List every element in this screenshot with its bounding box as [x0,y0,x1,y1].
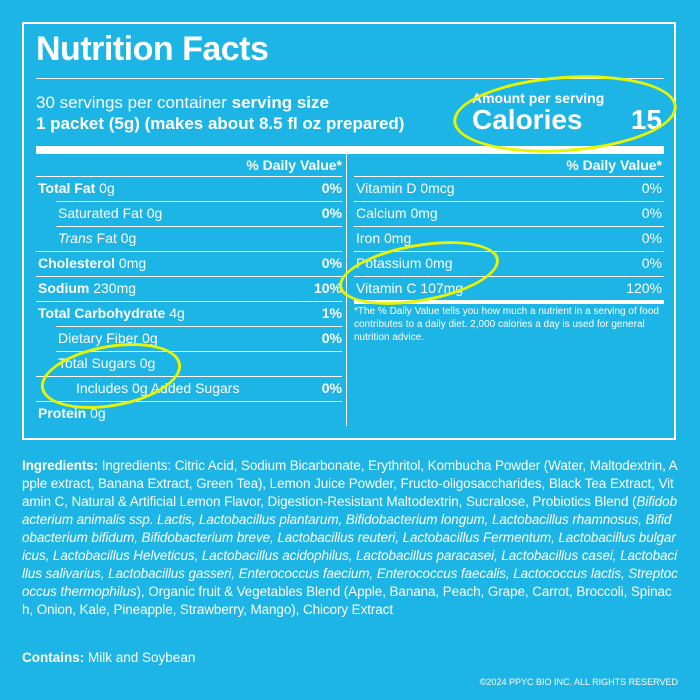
daily-value-header-left: % Daily Value* [246,157,342,173]
nutrient-pct: 120% [626,280,662,296]
nutrient-amount: 0g [95,180,115,196]
nutrient-name: Total Carbohydrate [38,305,166,321]
row-divider [36,251,342,252]
nutrient-pct: 0% [641,205,662,221]
row-divider [36,401,342,402]
row-divider [56,326,342,327]
row-divider [354,201,664,202]
nutrient-amount: 230mg [89,280,137,296]
nutrient-row: Sodium 230mg 10% [38,276,342,300]
nutrient-row: Dietary Fiber 0g 0% [58,326,342,350]
nutrient-pct: 1% [321,305,342,321]
serving-info: 30 servings per container serving size 1… [36,92,404,134]
nutrient-name: Total Fat [38,180,96,196]
panel-title: Nutrition Facts [36,30,269,68]
nutrient-pct: 0% [321,255,342,271]
column-divider [346,154,347,426]
nutrient-amount: 0g [135,355,156,371]
nutrient-amount: 0mg [115,255,147,271]
nutrient-name: Vitamin C 107mg [356,280,464,296]
nutrient-pct: 0% [321,330,342,346]
row-divider [354,226,664,227]
nutrient-amount: 0g [138,330,158,346]
probiotics-list: Bifidobacterium animalis ssp. Lactis, La… [22,494,678,599]
footnote: *The % Daily Value tells you how much a … [354,306,659,343]
nutrient-name: Saturated Fat [58,205,143,221]
nutrient-pct: 0% [641,255,662,271]
row-divider [36,176,342,177]
nutrient-pct: 0% [321,180,342,196]
row-divider [56,226,342,227]
row-divider [56,201,342,202]
nutrient-row: Vitamin C 107mg 120% [356,276,662,300]
row-divider [354,276,664,277]
nutrient-name: Cholesterol [38,255,116,271]
nutrient-pct: 10% [313,280,342,296]
serving-size-value: 1 packet (5g) (makes about 8.5 fl oz pre… [36,114,405,133]
nutrient-row: Iron 0mg 0% [356,226,662,250]
ingredients-tail: ), Organic fruit & Vegetables Blend (App… [22,584,672,617]
contains-label: Contains: [22,650,85,665]
thick-divider [354,300,664,304]
calories-label: Calories [472,104,583,135]
nutrition-panel [22,22,676,440]
thick-divider [36,146,664,154]
nutrient-row: Total Sugars 0g [58,351,342,375]
nutrient-row: Total Carbohydrate 4g 1% [38,301,342,325]
row-divider [36,301,342,302]
nutrient-name: Trans [58,230,93,246]
nutrient-name: Dietary Fiber [58,330,139,346]
nutrient-pct: 0% [321,380,342,396]
nutrient-row: Trans Fat 0g [58,226,342,250]
nutrient-pct: 0% [641,230,662,246]
nutrient-name: Iron 0mg [356,230,412,246]
nutrient-pct: 0% [321,205,342,221]
nutrient-amount: 0g [142,205,163,221]
calories-value: 15 [630,104,662,135]
nutrient-row: Calcium 0mg 0% [356,201,662,225]
divider [36,78,664,79]
nutrient-name: Sodium [38,280,90,296]
row-divider [354,176,664,177]
nutrient-row: Vitamin D 0mcg 0% [356,176,662,200]
serving-size-label: serving size [231,93,329,112]
nutrient-amount: Fat 0g [92,230,137,246]
nutrient-row: Saturated Fat 0g 0% [58,201,342,225]
ingredients: Ingredients: Ingredients: Citric Acid, S… [22,457,678,619]
nutrient-name: Total Sugars [58,355,136,371]
nutrient-amount: 0g [86,405,106,421]
nutrient-name: Calcium 0mg [356,205,438,221]
nutrient-name: Vitamin D 0mcg [356,180,455,196]
row-divider [36,376,342,377]
nutrient-row: Cholesterol 0mg 0% [38,251,342,275]
ingredients-text: Ingredients: Citric Acid, Sodium Bicarbo… [22,458,678,509]
nutrient-name: Includes 0g Added Sugars [76,380,240,396]
contains: Contains: Milk and Soybean [22,650,195,665]
daily-value-header-right: % Daily Value* [566,157,662,173]
ingredients-label: Ingredients: [22,458,99,473]
nutrient-pct: 0% [641,180,662,196]
row-divider [354,251,664,252]
row-divider [56,351,342,352]
nutrient-row: Includes 0g Added Sugars 0% [76,376,342,400]
servings-per-container: 30 servings per container [36,93,227,112]
row-divider [36,276,342,277]
nutrient-name: Protein [38,405,87,421]
nutrient-amount: 4g [165,305,185,321]
amount-per-serving: Amount per serving [472,90,605,106]
calories-row: Calories 15 [472,104,662,136]
nutrient-row: Protein 0g [38,401,342,425]
nutrient-row: Total Fat 0g 0% [38,176,342,200]
nutrient-name: Potassium 0mg [356,255,453,271]
nutrient-row: Potassium 0mg 0% [356,251,662,275]
copyright: ©2024 PPYC BIO INC. ALL RIGHTS RESERVED [479,677,678,687]
contains-text: Milk and Soybean [88,650,196,665]
